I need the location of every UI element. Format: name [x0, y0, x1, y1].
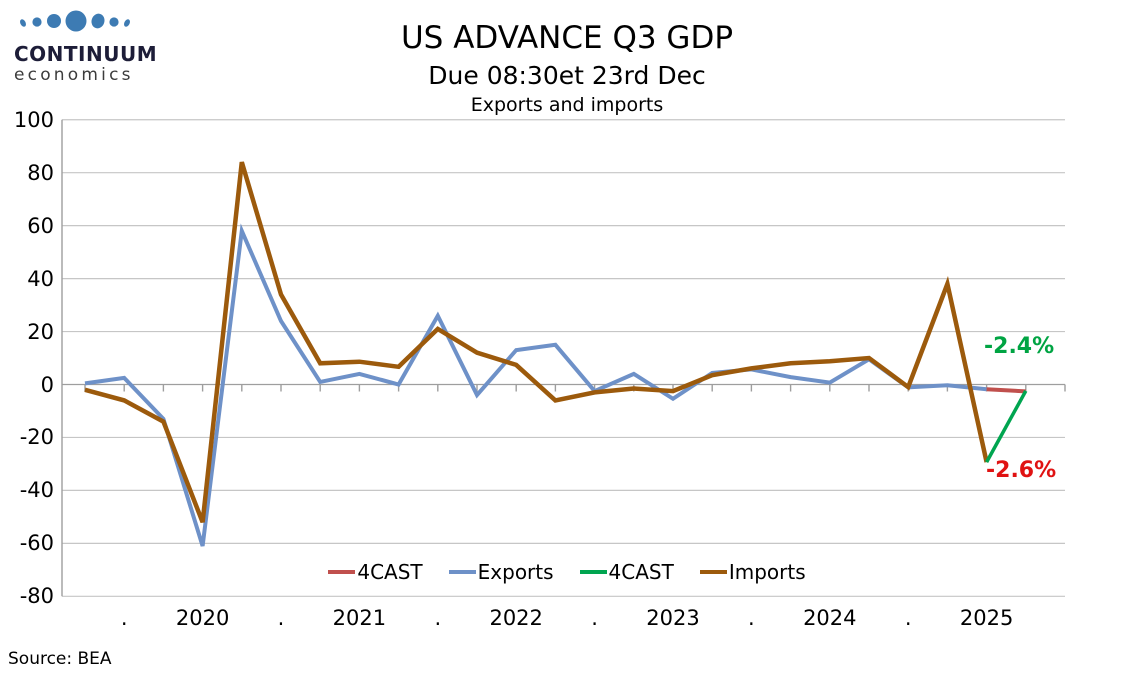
- x-axis-tick-label: 2022: [489, 606, 543, 630]
- chart-subtitle: Due 08:30et 23rd Dec: [428, 61, 706, 90]
- legend-swatch-red-line-icon: [328, 570, 356, 574]
- logo-name: CONTINUUM: [14, 42, 158, 66]
- x-axis-tick-label: .: [277, 606, 285, 630]
- source-note: Source: BEA: [8, 649, 112, 669]
- y-axis-tick-label: -60: [19, 531, 54, 556]
- x-axis-tick-label: 2020: [175, 606, 230, 630]
- x-axis-tick-label: .: [434, 606, 442, 630]
- legend-swatch-green-line-icon: [579, 570, 607, 574]
- x-axis-tick-label: 2021: [332, 606, 387, 630]
- legend-label: 4CAST: [357, 560, 423, 584]
- imports-forecast-annotation: -2.4%: [984, 334, 1055, 359]
- x-axis-tick-label: .: [748, 606, 755, 630]
- y-axis-tick-label: -20: [19, 425, 54, 450]
- legend: 4CAST Exports 4CAST Imports: [0, 560, 1134, 584]
- legend-item-imports: Imports: [699, 560, 806, 584]
- chart-title: US ADVANCE Q3 GDP: [400, 20, 734, 56]
- logo-dots-icon: [20, 10, 130, 32]
- legend-item-4cast-exports: 4CAST: [328, 560, 423, 584]
- legend-item-exports: Exports: [448, 560, 554, 584]
- x-axis-tick-label: 2025: [959, 606, 1014, 630]
- series-line-exports: [84, 223, 987, 547]
- exports-forecast-annotation: -2.6%: [986, 458, 1057, 483]
- y-axis-tick-label: 60: [27, 213, 54, 238]
- y-axis-tick-label: -80: [19, 584, 54, 609]
- y-axis-tick-label: 20: [27, 319, 54, 344]
- legend-label: 4CAST: [608, 560, 674, 584]
- x-axis-tick-label: 2024: [803, 606, 857, 630]
- x-axis-tick-label: .: [591, 606, 598, 630]
- x-axis-tick-label: .: [904, 606, 912, 630]
- continuum-economics-logo: CONTINUUM economics: [14, 8, 158, 85]
- series-line-4cast: [986, 387, 1026, 394]
- legend-swatch-brown-line-icon: [699, 570, 727, 574]
- chart-panel-label: Exports and imports: [470, 94, 664, 116]
- y-axis-tick-label: 40: [27, 266, 54, 291]
- y-axis-tick-label: 0: [40, 372, 54, 397]
- logo-subname: economics: [14, 65, 134, 85]
- x-axis-tick-label: .: [120, 606, 128, 630]
- legend-item-4cast-imports: 4CAST: [579, 560, 674, 584]
- y-axis-tick-label: 80: [27, 160, 54, 185]
- legend-label: Exports: [477, 560, 554, 584]
- legend-swatch-blue-line-icon: [448, 570, 476, 574]
- series-line-imports: [84, 161, 989, 524]
- series-line-4cast: [985, 390, 1028, 463]
- legend-label: Imports: [728, 560, 806, 584]
- y-axis-tick-label: -40: [19, 478, 54, 503]
- y-axis-tick-label: 100: [13, 107, 54, 132]
- x-axis-tick-label: 2023: [646, 606, 700, 630]
